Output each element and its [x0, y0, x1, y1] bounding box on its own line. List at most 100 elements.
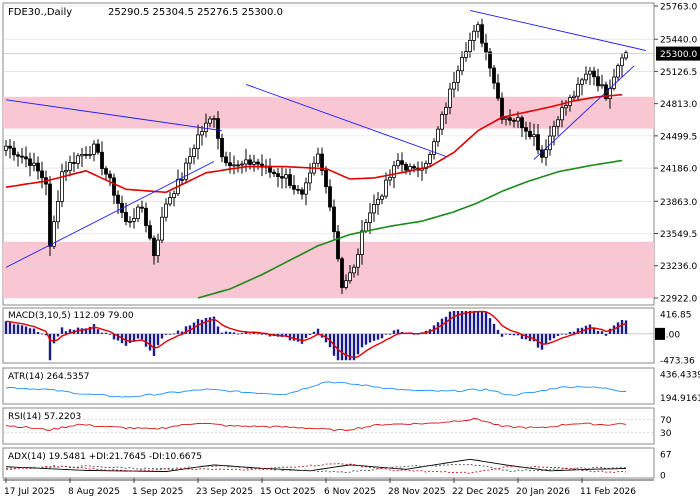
minus-di-line — [5, 463, 627, 475]
candle-body — [596, 76, 600, 87]
macd-bar — [372, 333, 376, 341]
macd-bar — [552, 333, 556, 339]
candle-body — [220, 137, 224, 158]
candle-body — [388, 176, 392, 181]
time-axis: 17 Jul 2025 8 Aug 2025 1 Sep 2025 23 Sep 20… — [3, 478, 654, 497]
macd-bar — [116, 333, 120, 341]
price-tag-label: 25300.0 — [660, 50, 697, 60]
trendlines — [3, 9, 654, 268]
candle-body — [524, 127, 528, 132]
candle-body — [344, 280, 348, 288]
price-tick-label: 25126.5 — [660, 68, 697, 78]
macd-bar — [336, 333, 340, 361]
macd-bar — [12, 324, 16, 334]
candle-body — [248, 159, 252, 165]
candle-body — [204, 122, 208, 132]
macd-bar — [360, 333, 364, 348]
rsi-axis-label: 30 — [660, 429, 672, 439]
candle-body — [336, 231, 340, 260]
plus-di-line — [5, 463, 627, 474]
macd-bar — [604, 333, 608, 336]
candle-body — [432, 141, 436, 155]
macd-bar — [384, 333, 388, 335]
candle-body — [56, 200, 60, 223]
resistance-zone — [3, 96, 654, 129]
macd-label: MACD(3,10,5) 112.09 79.00 — [8, 311, 134, 321]
macd-bar — [292, 333, 296, 341]
candle-body — [24, 156, 28, 160]
macd-bar — [224, 331, 228, 334]
candle-body — [436, 128, 440, 143]
macd-bar — [592, 328, 596, 334]
macd-bar — [160, 333, 164, 339]
candle-body — [348, 272, 352, 282]
candle-body — [232, 164, 236, 167]
price-tick-label: 25763.0 — [660, 3, 697, 13]
macd-pane-frame — [2, 307, 655, 364]
macd-bar — [564, 333, 568, 335]
candle-body — [152, 237, 156, 256]
macd-bar — [548, 333, 552, 341]
macd-bar — [248, 333, 252, 335]
candle-body — [352, 266, 356, 274]
candle-body — [168, 197, 172, 205]
macd-axis-label: -473.36 — [660, 357, 695, 367]
macd-bar — [92, 324, 96, 334]
candle-body — [372, 203, 376, 214]
candle-body — [612, 76, 616, 89]
candle-body — [272, 171, 276, 175]
macd-bar — [556, 333, 560, 336]
macd-bar — [456, 310, 460, 334]
candle-body — [4, 145, 8, 151]
macd-bar — [152, 333, 156, 356]
macd-bar — [64, 331, 68, 334]
macd-bar — [296, 333, 300, 342]
macd-bar — [268, 333, 272, 337]
macd-axis-label: 416.85 — [660, 311, 692, 321]
macd-bar — [392, 330, 396, 334]
macd-bar — [444, 316, 448, 334]
candle-body — [236, 164, 240, 167]
candle-body — [200, 131, 204, 136]
candle-body — [116, 194, 120, 204]
macd-bar — [576, 328, 580, 334]
macd-bar — [256, 333, 260, 335]
candle-body — [400, 160, 404, 165]
atr-pane: 436.4339 194.9161 — [5, 371, 700, 404]
candle-body — [408, 166, 412, 171]
candle-body — [8, 145, 12, 149]
macd-bar — [500, 333, 504, 337]
macd-zero-tag — [655, 327, 665, 340]
macd-bar — [236, 333, 240, 335]
macd-bar — [300, 333, 304, 344]
candle-body — [340, 258, 344, 288]
macd-bar — [156, 333, 160, 346]
candle-body — [284, 174, 288, 179]
candle-body — [160, 216, 164, 241]
price-tick-label: 23236.0 — [660, 262, 697, 272]
macd-bar — [40, 333, 44, 335]
candle-body — [584, 73, 588, 81]
macd-bar — [364, 333, 368, 345]
trendline — [245, 83, 447, 157]
macd-bar — [228, 332, 232, 334]
candle-body — [108, 173, 112, 179]
macd-bar — [452, 310, 456, 334]
trendline — [469, 9, 647, 51]
ema-fast-line — [5, 93, 623, 194]
candle-body — [172, 193, 176, 198]
price-tick-label: 25440.0 — [660, 36, 697, 46]
candle-body — [196, 134, 200, 149]
price-gridlines — [3, 5, 654, 299]
macd-bar — [132, 333, 136, 342]
candle-body — [364, 222, 368, 232]
rsi-pane-frame — [2, 407, 655, 445]
price-tick-label: 22922.0 — [660, 295, 697, 305]
macd-bar — [48, 333, 52, 361]
candle-body — [184, 162, 188, 180]
macd-bar — [568, 331, 572, 334]
macd-bar — [136, 333, 140, 339]
price-tick-label: 23549.5 — [660, 230, 697, 240]
candle-body — [164, 203, 168, 218]
